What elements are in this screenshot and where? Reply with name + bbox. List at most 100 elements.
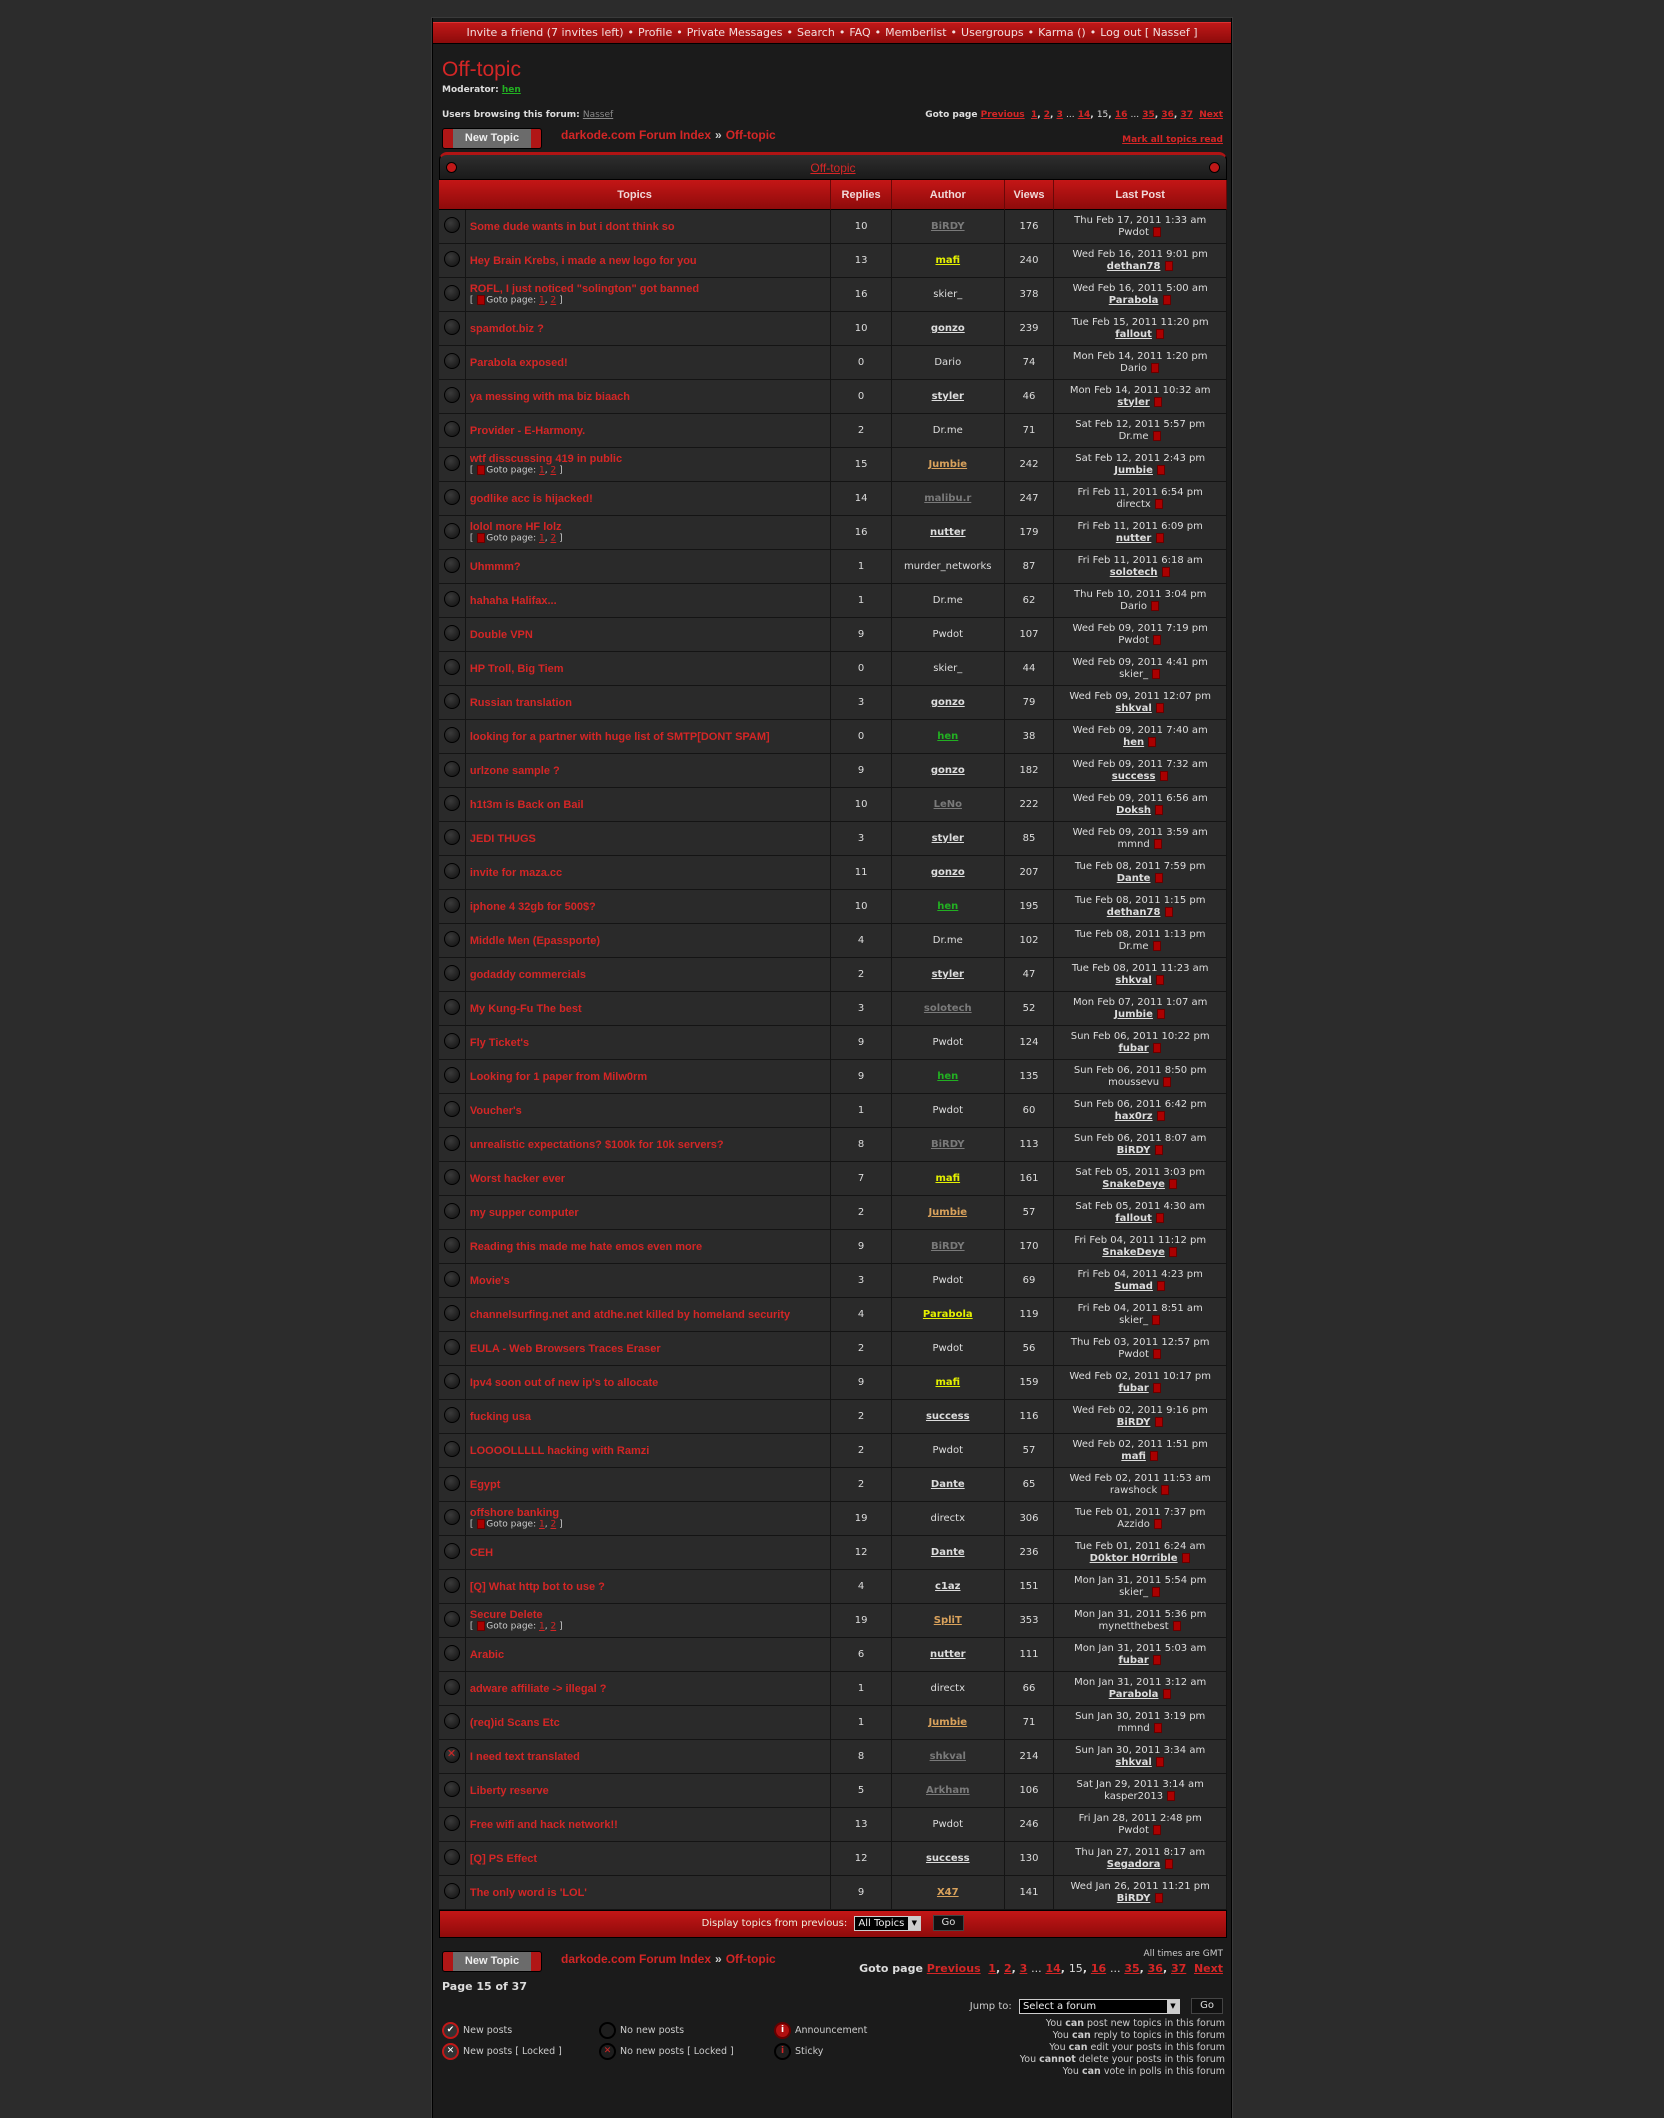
view-latest-post-icon[interactable] <box>1153 634 1162 645</box>
topic-title-link[interactable]: iphone 4 32gb for 500$? <box>469 900 596 913</box>
moderator-link[interactable]: hen <box>501 85 521 95</box>
last-post-user[interactable]: nutter <box>1115 532 1152 544</box>
author-link[interactable]: hen <box>937 901 959 912</box>
view-latest-post-icon[interactable] <box>1181 1552 1190 1563</box>
topic-title-link[interactable]: EULA - Web Browsers Traces Eraser <box>469 1342 661 1355</box>
breadcrumb-current[interactable]: Off-topic <box>725 128 776 142</box>
page-link[interactable]: 2 <box>1003 1962 1012 1975</box>
author-link[interactable]: BiRDY <box>930 221 965 232</box>
jump-to-select[interactable]: Select a forum ▼ <box>1018 1998 1180 2014</box>
last-post-user[interactable]: Jumbie <box>1114 464 1153 476</box>
category-link[interactable]: Off-topic <box>810 161 856 175</box>
topic-title-link[interactable]: hahaha Halifax... <box>469 594 557 607</box>
view-latest-post-icon[interactable] <box>1156 1212 1165 1223</box>
last-post-user[interactable]: solotech <box>1109 566 1158 578</box>
jump-go-button[interactable]: Go <box>1191 1998 1223 2014</box>
topic-title-link[interactable]: my supper computer <box>469 1206 579 1219</box>
nav-item[interactable]: Profile <box>638 26 673 39</box>
author-link[interactable]: hen <box>937 1071 959 1082</box>
view-latest-post-icon[interactable] <box>1161 1484 1170 1495</box>
topic-title-link[interactable]: Egypt <box>469 1478 501 1491</box>
topic-title-link[interactable]: [Q] What http bot to use ? <box>469 1580 605 1593</box>
last-post-user[interactable]: dethan78 <box>1106 260 1161 272</box>
page-link[interactable]: 1 <box>988 1962 996 1975</box>
topic-title-link[interactable]: offshore banking <box>469 1507 560 1520</box>
last-post-user[interactable]: Dante <box>1116 872 1151 884</box>
topic-title-link[interactable]: Reading this made me hate emos even more <box>469 1240 703 1253</box>
topic-title-link[interactable]: urlzone sample ? <box>469 764 560 777</box>
view-latest-post-icon[interactable] <box>1155 1756 1164 1767</box>
last-post-user[interactable]: Sumad <box>1114 1280 1153 1292</box>
last-post-user[interactable]: hen <box>1123 736 1145 748</box>
author-link[interactable]: gonzo <box>930 697 965 708</box>
last-post-user[interactable]: fubar <box>1118 1382 1149 1394</box>
view-latest-post-icon[interactable] <box>1155 532 1164 543</box>
view-latest-post-icon[interactable] <box>1163 1076 1172 1087</box>
previous-page-link[interactable]: Previous <box>926 1962 981 1975</box>
view-latest-post-icon[interactable] <box>1157 1280 1166 1291</box>
author-link[interactable]: mafi <box>935 1377 961 1388</box>
view-latest-post-icon[interactable] <box>1157 1008 1166 1019</box>
author-link[interactable]: LeNo <box>933 799 962 810</box>
topic-title-link[interactable]: Parabola exposed! <box>469 356 568 369</box>
view-latest-post-icon[interactable] <box>1164 906 1173 917</box>
page-link[interactable]: 35 <box>1142 110 1155 120</box>
page-link[interactable]: 37 <box>1180 110 1193 120</box>
topic-title-link[interactable]: Russian translation <box>469 696 572 709</box>
topic-page-link[interactable]: 2 <box>550 533 557 544</box>
author-link[interactable]: BiRDY <box>930 1139 965 1150</box>
page-link[interactable]: 2 <box>1043 110 1051 120</box>
author-link[interactable]: gonzo <box>930 867 965 878</box>
last-post-user[interactable]: BiRDY <box>1116 1416 1151 1428</box>
page-link[interactable]: 36 <box>1161 110 1174 120</box>
view-latest-post-icon[interactable] <box>1169 1178 1178 1189</box>
last-post-user[interactable]: dethan78 <box>1106 906 1161 918</box>
topic-title-link[interactable]: LOOOOLLLLL hacking with Ramzi <box>469 1444 650 1457</box>
view-latest-post-icon[interactable] <box>1157 464 1166 475</box>
view-latest-post-icon[interactable] <box>1152 1654 1161 1665</box>
topic-page-link[interactable]: 1 <box>539 465 545 476</box>
author-link[interactable]: Parabola <box>922 1309 973 1320</box>
view-latest-post-icon[interactable] <box>1151 600 1160 611</box>
topic-title-link[interactable]: Middle Men (Epassporte) <box>469 934 601 947</box>
topic-title-link[interactable]: adware affiliate -> illegal ? <box>469 1682 607 1695</box>
topic-page-link[interactable]: 1 <box>539 533 545 544</box>
topic-page-link[interactable]: 2 <box>550 295 557 306</box>
breadcrumb-current[interactable]: Off-topic <box>725 1952 776 1966</box>
new-topic-button-bottom[interactable]: New Topic <box>442 1951 542 1972</box>
topic-title-link[interactable]: Uhmmm? <box>469 560 521 573</box>
topic-title-link[interactable]: looking for a partner with huge list of … <box>469 730 770 743</box>
view-latest-post-icon[interactable] <box>1153 396 1162 407</box>
last-post-user[interactable]: Segadora <box>1106 1858 1161 1870</box>
last-post-user[interactable]: Doksh <box>1116 804 1152 816</box>
page-link[interactable]: 1 <box>1030 110 1038 120</box>
topic-title-link[interactable]: The only word is 'LOL' <box>469 1886 587 1899</box>
topic-title-link[interactable]: Some dude wants in but i dont think so <box>469 220 675 233</box>
author-link[interactable]: nutter <box>930 527 966 538</box>
author-link[interactable]: Jumbie <box>928 459 968 470</box>
view-latest-post-icon[interactable] <box>1154 1416 1163 1427</box>
last-post-user[interactable]: fubar <box>1118 1654 1149 1666</box>
nav-item[interactable]: Private Messages <box>686 26 783 39</box>
topic-page-link[interactable]: 2 <box>550 465 557 476</box>
view-latest-post-icon[interactable] <box>1153 838 1162 849</box>
author-link[interactable]: shkval <box>929 1751 966 1762</box>
last-post-user[interactable]: styler <box>1117 396 1150 408</box>
view-latest-post-icon[interactable] <box>1153 1824 1162 1835</box>
author-link[interactable]: hen <box>937 731 959 742</box>
next-page-link[interactable]: Next <box>1199 110 1223 120</box>
topic-title-link[interactable]: invite for maza.cc <box>469 866 563 879</box>
view-latest-post-icon[interactable] <box>1162 1688 1171 1699</box>
author-link[interactable]: SpliT <box>933 1615 962 1626</box>
author-link[interactable]: Dante <box>930 1479 965 1490</box>
author-link[interactable]: success <box>925 1411 970 1422</box>
author-link[interactable]: X47 <box>936 1887 959 1898</box>
topic-title-link[interactable]: Fly Ticket's <box>469 1036 530 1049</box>
author-link[interactable]: mafi <box>935 255 961 266</box>
page-link[interactable]: 36 <box>1147 1962 1163 1975</box>
view-latest-post-icon[interactable] <box>1152 1042 1161 1053</box>
topic-title-link[interactable]: Free wifi and hack network!! <box>469 1818 618 1831</box>
nav-item[interactable]: Memberlist <box>885 26 947 39</box>
topic-title-link[interactable]: My Kung-Fu The best <box>469 1002 582 1015</box>
topic-title-link[interactable]: CEH <box>469 1546 494 1559</box>
